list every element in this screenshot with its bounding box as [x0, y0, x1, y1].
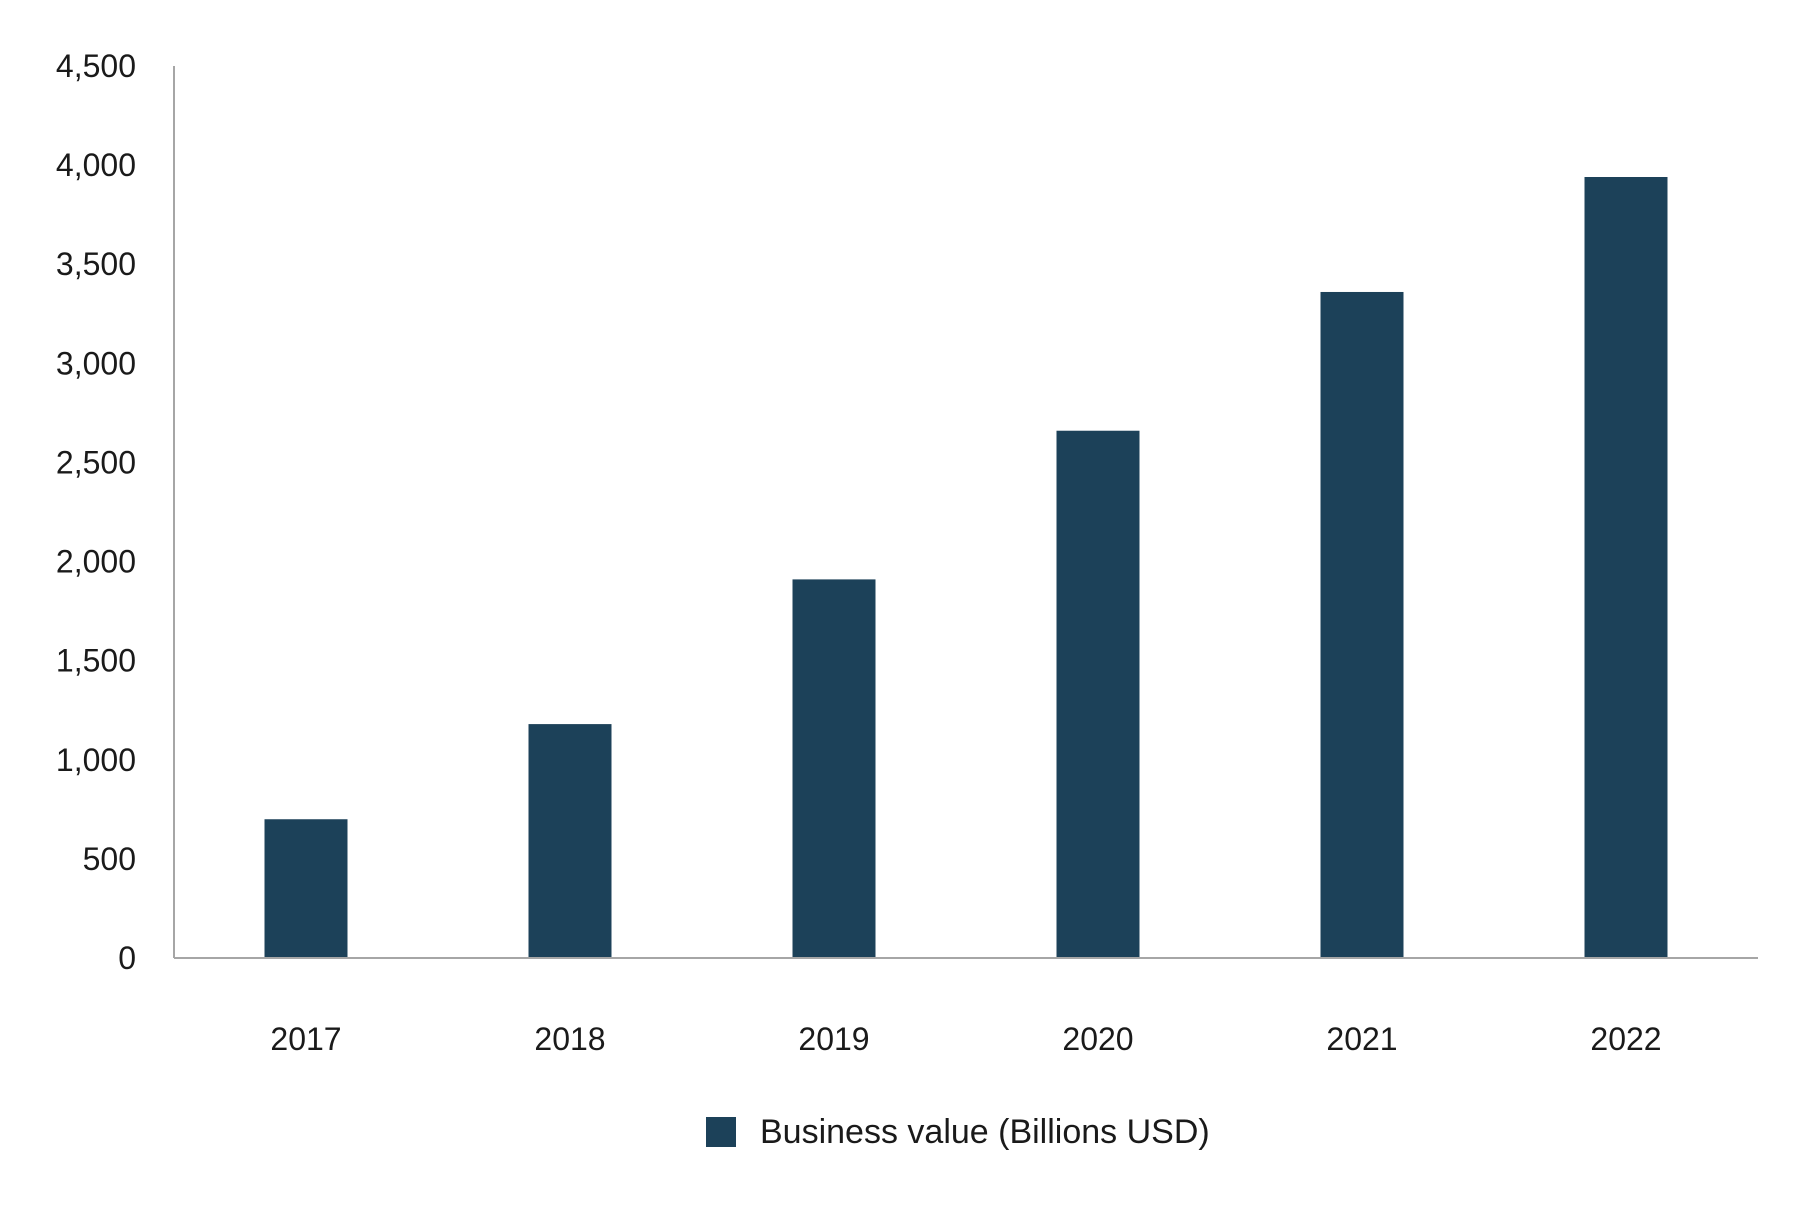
y-tick-label: 2,000: [56, 544, 136, 580]
x-tick-label: 2020: [1062, 1021, 1133, 1057]
y-tick-label: 0: [118, 940, 136, 976]
legend-swatch: [706, 1117, 736, 1147]
y-tick-label: 1,000: [56, 742, 136, 778]
y-tick-label: 3,500: [56, 246, 136, 282]
y-tick-label: 3,000: [56, 345, 136, 381]
bar-2019: [792, 579, 876, 958]
bar-2017: [264, 819, 348, 958]
x-tick-label: 2021: [1326, 1021, 1397, 1057]
legend-label: Business value (Billions USD): [760, 1113, 1210, 1151]
x-tick-label: 2019: [798, 1021, 869, 1057]
y-tick-label: 1,500: [56, 643, 136, 679]
bar-2018: [528, 724, 612, 958]
bars-group: [264, 177, 1668, 958]
y-tick-label: 2,500: [56, 444, 136, 480]
y-tick-label: 4,000: [56, 147, 136, 183]
x-tick-label: 2022: [1590, 1021, 1661, 1057]
y-tick-label: 4,500: [56, 48, 136, 84]
x-tick-label: 2017: [270, 1021, 341, 1057]
y-axis-ticks: 0 500 1,000 1,500 2,000 2,500 3,000 3,500 4,000 4…: [56, 48, 136, 976]
bar-2022: [1584, 177, 1668, 958]
bar-2021: [1320, 291, 1404, 958]
legend: Business value (Billions USD): [706, 1113, 1210, 1151]
x-axis-ticks: 2017 2018 2019 2020 2021 2022: [270, 1021, 1661, 1057]
bar-2020: [1056, 430, 1140, 958]
y-tick-label: 500: [83, 841, 136, 877]
x-tick-label: 2018: [534, 1021, 605, 1057]
